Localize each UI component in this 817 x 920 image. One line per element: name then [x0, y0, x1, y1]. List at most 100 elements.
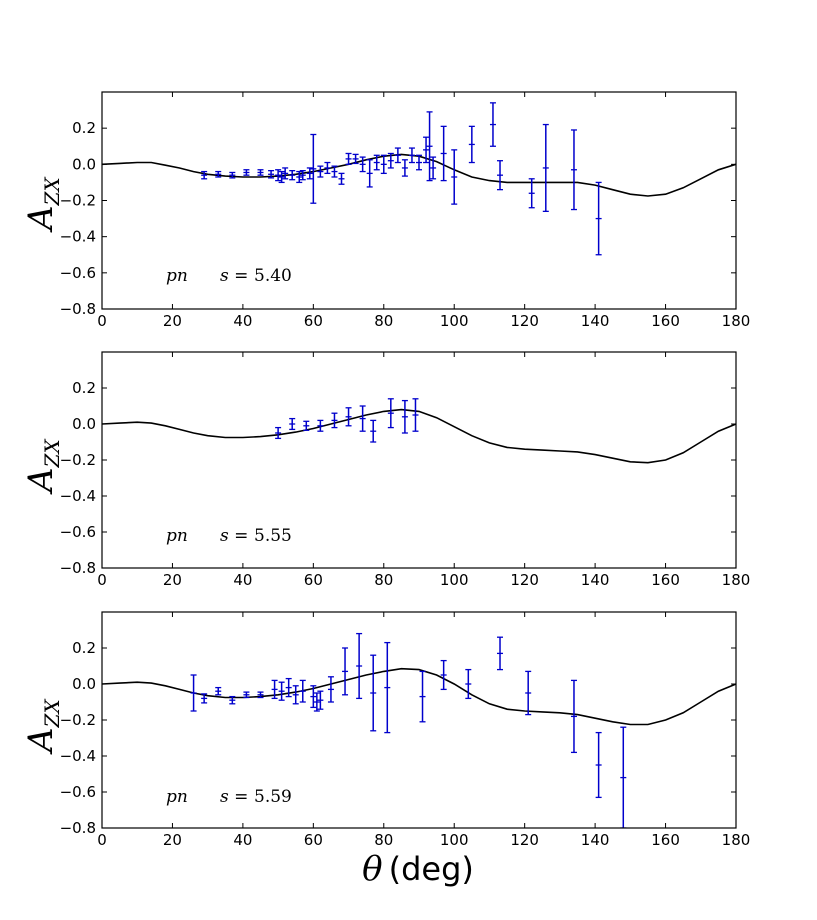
- data-points: [190, 632, 627, 828]
- error-bar-point: [275, 169, 282, 182]
- error-bar-point: [366, 159, 373, 188]
- annotation-reaction: pn: [166, 526, 188, 546]
- error-bar-point: [331, 165, 338, 178]
- x-tick-label: 120: [510, 312, 539, 330]
- y-tick-label: −0.8: [60, 819, 96, 837]
- panel-bottom: 0 20 40 60 80 100 120 140 160 180 −0.8 −0.6 −0.4 −0.2…: [21, 611, 751, 849]
- error-bar-point: [426, 111, 433, 182]
- y-tick-label: −0.6: [60, 523, 96, 541]
- error-bar-point: [299, 170, 306, 181]
- y-tick-label: −0.8: [60, 559, 96, 577]
- error-bar-point: [394, 147, 401, 164]
- x-axis-label: θ (deg): [362, 849, 474, 889]
- y-tick-label: 0.0: [72, 155, 96, 173]
- y-axis-label: AZX: [21, 699, 64, 755]
- x-tick-label: 40: [233, 571, 252, 589]
- y-axis-label: AZX: [21, 439, 64, 495]
- x-tick-label: 140: [581, 831, 610, 849]
- error-bar-point: [468, 125, 475, 164]
- error-bar-point: [387, 152, 394, 169]
- x-tick-label: 160: [651, 831, 680, 849]
- plot-area-middle: 0 20 40 60 80 100 120 140 160 180 −0.8 −0.6 −0.4 −0.2…: [60, 351, 751, 589]
- error-bar-point: [380, 154, 387, 175]
- x-tick-label: 100: [440, 312, 469, 330]
- error-bar-point: [257, 691, 264, 699]
- error-bar-point: [317, 419, 324, 432]
- x-tick-label: 180: [722, 831, 751, 849]
- axes-frame: [101, 91, 737, 310]
- error-bar-point: [387, 398, 394, 429]
- y-tick-label: 0.2: [72, 639, 96, 657]
- x-tick-label: 0: [97, 571, 107, 589]
- error-bar-point: [257, 169, 264, 176]
- y-tick-label: 0.0: [72, 675, 96, 693]
- error-bar-point: [313, 692, 320, 712]
- x-tick-label: 80: [374, 831, 393, 849]
- error-bar-point: [310, 685, 317, 709]
- x-tick-label: 160: [651, 571, 680, 589]
- error-bar-point: [440, 659, 447, 691]
- error-bar-point: [408, 147, 415, 164]
- error-bar-point: [373, 154, 380, 171]
- x-tick-label: 0: [97, 312, 107, 330]
- annotation-energy-prefix: s =: [220, 266, 248, 286]
- y-tick-label: −0.4: [60, 747, 96, 765]
- x-tick-label: 40: [233, 831, 252, 849]
- y-tick-label: −0.2: [60, 451, 96, 469]
- annotation-reaction: pn: [166, 266, 188, 286]
- plot-area-bottom: 0 20 40 60 80 100 120 140 160 180 −0.8 −0.6 −0.4 −0.2…: [60, 611, 751, 849]
- x-tick-label: 60: [304, 312, 323, 330]
- data-points: [275, 398, 419, 443]
- error-bar-point: [528, 178, 535, 209]
- x-tick-label: 20: [163, 831, 182, 849]
- annotation-energy-value: 5.59: [254, 787, 292, 807]
- error-bar-point: [352, 153, 359, 165]
- error-bar-point: [229, 171, 236, 179]
- error-bar-point: [285, 677, 292, 698]
- error-bar-point: [243, 169, 250, 176]
- error-bar-point: [303, 420, 310, 431]
- x-tick-label: 0: [97, 831, 107, 849]
- error-bar-point: [345, 152, 352, 165]
- x-tick-label: 100: [440, 831, 469, 849]
- y-axis-label: AZX: [21, 177, 64, 233]
- error-bar-point: [440, 125, 447, 182]
- error-bar-point: [201, 693, 208, 704]
- error-bar-point: [271, 679, 278, 700]
- error-bar-point: [289, 170, 296, 181]
- x-tick-label: 180: [722, 312, 751, 330]
- error-bar-point: [412, 398, 419, 432]
- error-bar-point: [359, 405, 366, 432]
- error-bar-point: [331, 412, 338, 429]
- error-bar-point: [310, 133, 317, 204]
- data-points: [201, 102, 602, 256]
- theory-curve: [102, 408, 736, 464]
- error-bar-point: [327, 676, 334, 703]
- y-tick-label: 0.2: [72, 119, 96, 137]
- error-bar-point: [278, 681, 285, 701]
- x-tick-label: 120: [510, 831, 539, 849]
- error-bar-point: [595, 181, 602, 256]
- x-tick-label: 180: [722, 571, 751, 589]
- x-tick-label: 140: [581, 312, 610, 330]
- error-bar-point: [423, 136, 430, 164]
- error-bar-point: [229, 695, 236, 705]
- error-bar-point: [345, 407, 352, 427]
- error-bar-point: [338, 172, 345, 185]
- error-bar-point: [401, 399, 408, 434]
- error-bar-point: [370, 419, 377, 443]
- error-bar-point: [595, 731, 602, 799]
- plot-area-top: 0 20 40 60 80 100 120 140 160 180 −0.8 −0.6 −0.4 −0.2…: [60, 91, 751, 330]
- y-tick-label: 0.2: [72, 379, 96, 397]
- y-tick-label: −0.2: [60, 711, 96, 729]
- error-bar-point: [275, 426, 282, 440]
- error-bar-point: [278, 170, 285, 184]
- error-bar-point: [292, 685, 299, 705]
- error-bar-point: [317, 690, 324, 710]
- error-bar-point: [620, 726, 627, 828]
- error-bar-point: [324, 161, 331, 175]
- theory-curve: [102, 667, 736, 726]
- y-tick-label: 0.0: [72, 415, 96, 433]
- error-bar-point: [289, 417, 296, 431]
- annotation-energy-value: 5.40: [254, 266, 292, 286]
